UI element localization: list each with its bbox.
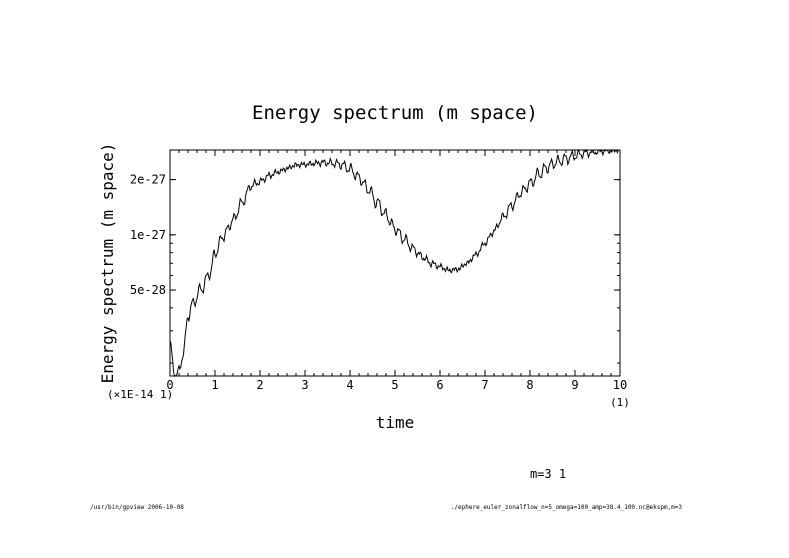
x-tick-label: 3 <box>301 378 308 392</box>
y-tick-label: 2e-27 <box>130 173 166 187</box>
footer-left: /usr/bin/gpview 2006-10-08 <box>90 504 184 511</box>
x-tick-label: 7 <box>481 378 488 392</box>
x-axis-label: time <box>376 413 415 432</box>
x-tick-label: 0 <box>166 378 173 392</box>
x-tick-label: 6 <box>436 378 443 392</box>
y-tick-label: 1e-27 <box>130 228 166 242</box>
x-tick-label: 5 <box>391 378 398 392</box>
x-tick-label: 1 <box>211 378 218 392</box>
chart-title: Energy spectrum (m space) <box>252 102 538 124</box>
y-ticks: 5e-28 1e-27 2e-27 <box>130 173 620 364</box>
series-line <box>169 148 620 377</box>
x-tick-label: 2 <box>256 378 263 392</box>
y-axis-label: Energy spectrum (m space) <box>98 143 117 384</box>
plot-frame <box>169 149 621 377</box>
x-tick-label: 9 <box>571 378 578 392</box>
footer-right: ./ephere_euler_zonalflow_n=5_omega=100_a… <box>451 504 683 511</box>
x-tick-label: 8 <box>526 378 533 392</box>
x-minor-ticks <box>178 150 612 376</box>
y-tick-label: 5e-28 <box>130 283 166 297</box>
y-unit-label: (×1E-14 1) <box>107 388 173 401</box>
x-tick-label: 10 <box>613 378 627 392</box>
x-unit-label: (1) <box>610 396 630 409</box>
legend-label: m=3 1 <box>530 467 566 481</box>
x-ticks: 0 1 2 3 4 5 6 7 8 9 10 <box>166 150 627 392</box>
x-tick-label: 4 <box>346 378 353 392</box>
